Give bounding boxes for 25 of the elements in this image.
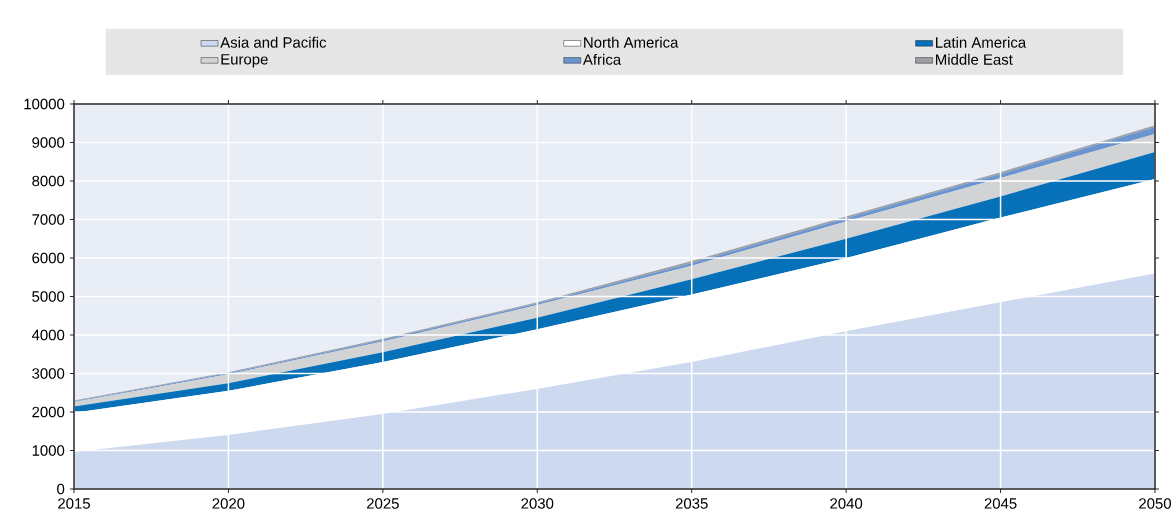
y-tick-label: 4000 xyxy=(31,329,65,341)
y-tick-label: 7000 xyxy=(32,214,65,225)
y-tick-label: 6000 xyxy=(32,252,65,264)
x-tick-label: 2015 xyxy=(58,498,90,509)
y-tick-label: 8000 xyxy=(32,175,65,187)
x-tick-label: 2045 xyxy=(984,498,1017,509)
legend-label: North America xyxy=(584,36,679,48)
y-tick-label: 2000 xyxy=(32,406,65,418)
y-tick-label: 3000 xyxy=(32,368,65,379)
y-tick-label: 10000 xyxy=(24,98,65,110)
y-tick-label: 9000 xyxy=(32,137,65,148)
legend-label: Middle East xyxy=(936,53,1013,65)
legend-label: Latin America xyxy=(936,36,1027,48)
legend-label: Asia and Pacific xyxy=(220,36,327,48)
x-tick-label: 2035 xyxy=(675,498,708,509)
y-tick-label: 0 xyxy=(57,483,65,495)
x-tick-label: 2020 xyxy=(212,498,245,509)
x-tick-label: 2025 xyxy=(366,498,399,509)
legend-label: Africa xyxy=(582,53,622,65)
legend-label: Europe xyxy=(221,54,268,68)
y-tick-label: 1000 xyxy=(32,445,65,456)
x-tick-label: 2030 xyxy=(521,498,554,509)
x-tick-label: 2050 xyxy=(1139,498,1171,509)
x-tick-label: 2040 xyxy=(830,498,863,509)
y-tick-label: 5000 xyxy=(32,291,65,302)
